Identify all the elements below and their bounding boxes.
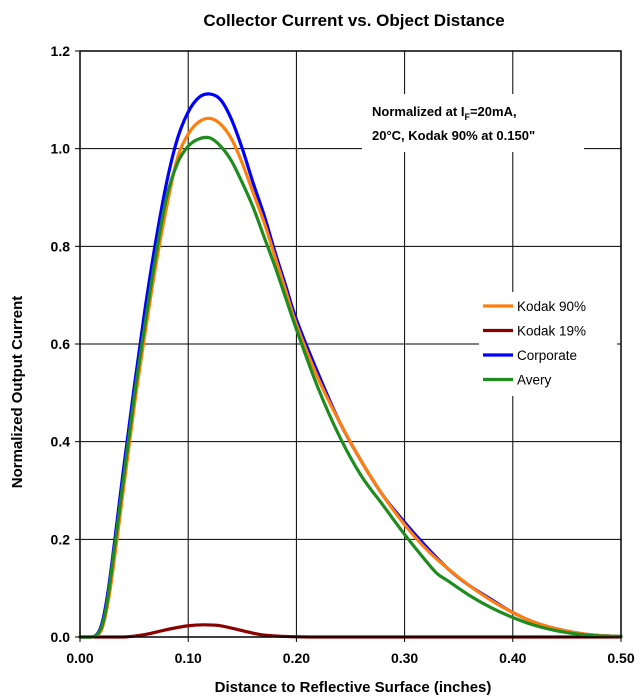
y-axis-label: Normalized Output Current	[9, 296, 26, 489]
annotation-line-1-suffix: =20mA,	[470, 104, 517, 119]
annotation-subscript: F	[464, 112, 470, 122]
x-tick-label: 0.20	[283, 650, 310, 666]
x-tick-label: 0.30	[391, 650, 418, 666]
legend-label-kodak-90: Kodak 90%	[517, 299, 586, 314]
y-tick-label: 0.8	[51, 238, 71, 254]
series-line-avery	[78, 135, 623, 639]
chart-title: Collector Current vs. Object Distance	[203, 11, 504, 30]
legend-label-corporate: Corporate	[517, 348, 577, 363]
y-tick-label: 0.4	[51, 434, 71, 450]
legend-label-avery: Avery	[517, 373, 552, 388]
annotation-line-1: Normalized at IF=20mA,	[372, 104, 517, 122]
legend-label-kodak-19: Kodak 19%	[517, 324, 586, 339]
legend: Kodak 90% Kodak 19% Corporate Avery	[479, 292, 617, 396]
y-tick-label: 1.2	[51, 43, 71, 59]
x-tick-label: 0.40	[499, 650, 526, 666]
tick-labels: 0.00 0.10 0.20 0.30 0.40 0.50 0.0 0.2 0.4 0.6 0.8 1…	[51, 43, 635, 666]
x-tick-label: 0.10	[175, 650, 202, 666]
y-tick-label: 0.2	[51, 531, 71, 547]
x-axis-label: Distance to Reflective Surface (inches)	[215, 679, 492, 696]
y-tick-label: 1.0	[51, 141, 71, 157]
annotation-line-1-prefix: Normalized at I	[372, 104, 464, 119]
annotation: Normalized at IF=20mA, 20°C, Kodak 90% a…	[362, 94, 584, 152]
annotation-background	[362, 94, 584, 152]
y-tick-label: 0.6	[51, 336, 71, 352]
x-tick-label: 0.00	[66, 650, 93, 666]
x-tick-label: 0.50	[607, 650, 634, 666]
y-tick-label: 0.0	[51, 629, 71, 645]
annotation-line-2: 20°C, Kodak 90% at 0.150"	[372, 128, 535, 143]
